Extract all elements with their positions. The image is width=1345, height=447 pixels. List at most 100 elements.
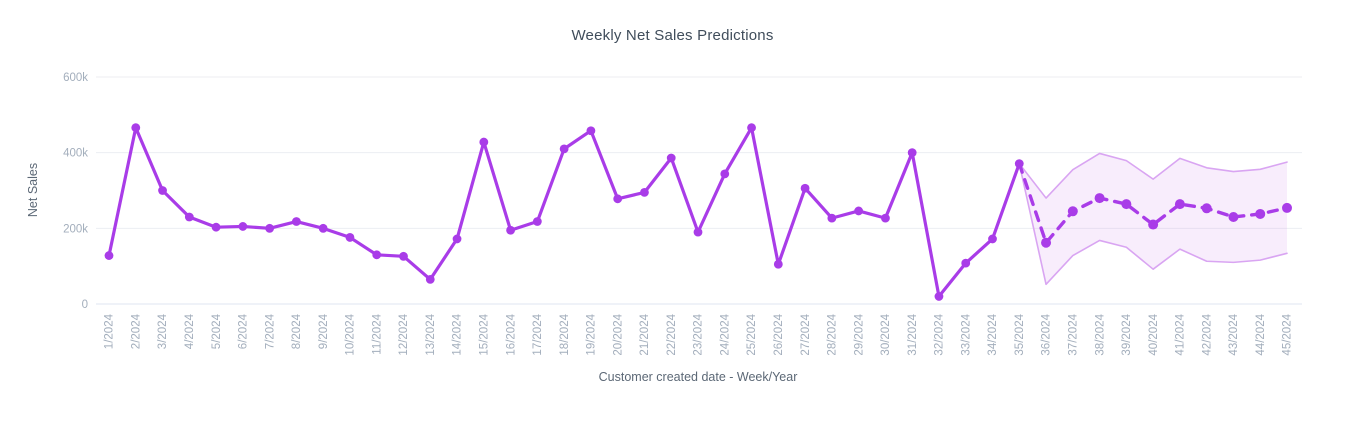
x-tick-label: 38/2024 (1094, 313, 1106, 355)
x-tick-label: 39/2024 (1121, 313, 1133, 355)
predicted-data-point[interactable] (1201, 203, 1212, 214)
prediction-band (1019, 153, 1287, 285)
x-tick-label: 23/2024 (693, 313, 705, 355)
x-tick-label: 1/2024 (104, 313, 116, 349)
y-tick-label: 600k (63, 72, 88, 84)
x-tick-label: 29/2024 (853, 313, 865, 355)
x-tick-label: 3/2024 (157, 313, 169, 349)
x-tick-label: 15/2024 (478, 313, 490, 355)
data-point[interactable] (640, 187, 649, 197)
data-point[interactable] (532, 217, 542, 226)
data-point[interactable] (800, 183, 810, 193)
x-tick-label: 32/2024 (934, 313, 946, 355)
data-point[interactable] (372, 250, 382, 260)
x-tick-label: 22/2024 (666, 313, 678, 355)
data-point[interactable] (345, 233, 355, 242)
predicted-data-point[interactable] (1228, 211, 1239, 222)
data-point[interactable] (238, 222, 248, 231)
x-tick-label: 6/2024 (238, 313, 250, 349)
predicted-data-point[interactable] (1148, 219, 1159, 230)
data-point[interactable] (854, 206, 864, 216)
x-tick-label: 11/2024 (371, 313, 383, 354)
x-tick-label: 24/2024 (719, 313, 731, 355)
x-tick-label: 20/2024 (612, 313, 624, 355)
predicted-series-line (1017, 161, 1289, 245)
y-tick-label: 0 (82, 299, 88, 311)
x-tick-label: 28/2024 (827, 313, 839, 355)
x-tick-label: 9/2024 (318, 313, 330, 349)
x-tick-label: 16/2024 (505, 313, 517, 355)
data-point[interactable] (827, 213, 837, 223)
data-point[interactable] (452, 234, 462, 244)
data-point[interactable] (907, 148, 917, 158)
x-tick-label: 44/2024 (1255, 313, 1267, 355)
y-tick-label: 400k (63, 148, 88, 160)
data-point[interactable] (506, 225, 515, 235)
x-tick-label: 43/2024 (1228, 313, 1240, 355)
x-axis-title: Customer created date - Week/Year (598, 370, 798, 384)
predicted-data-point[interactable] (1282, 202, 1292, 213)
predicted-data-point[interactable] (1174, 199, 1185, 210)
predicted-data-point[interactable] (1041, 237, 1052, 248)
data-point[interactable] (184, 212, 194, 222)
data-point[interactable] (1014, 159, 1024, 169)
x-tick-label: 13/2024 (425, 313, 437, 355)
x-tick-label: 40/2024 (1148, 313, 1160, 355)
x-tick-label: 27/2024 (800, 313, 812, 355)
chart-title: Weekly Net Sales Predictions (571, 27, 774, 44)
x-tick-label: 5/2024 (211, 313, 223, 349)
y-axis-title: Net Sales (26, 163, 40, 217)
x-tick-label: 37/2024 (1067, 313, 1079, 355)
data-point[interactable] (693, 227, 703, 237)
x-tick-label: 45/2024 (1282, 313, 1294, 355)
data-point[interactable] (961, 258, 971, 268)
data-point[interactable] (613, 194, 623, 204)
x-tick-label: 33/2024 (960, 313, 972, 355)
x-tick-label: 19/2024 (586, 313, 598, 355)
predicted-data-point[interactable] (1121, 199, 1132, 210)
x-tick-label: 10/2024 (345, 313, 357, 355)
data-point[interactable] (934, 292, 944, 301)
data-point[interactable] (747, 123, 756, 133)
x-tick-label: 30/2024 (880, 313, 892, 355)
data-point[interactable] (211, 222, 221, 232)
x-tick-label: 34/2024 (987, 313, 999, 355)
data-point[interactable] (720, 169, 730, 179)
data-point[interactable] (158, 186, 167, 195)
data-point[interactable] (265, 223, 275, 233)
x-tick-label: 18/2024 (559, 313, 571, 355)
data-point[interactable] (104, 251, 114, 260)
data-point[interactable] (318, 223, 328, 233)
data-point[interactable] (559, 144, 569, 154)
band-upper-edge (1018, 152, 1288, 199)
data-point[interactable] (292, 217, 301, 226)
y-tick-label: 200k (63, 223, 88, 235)
x-tick-label: 35/2024 (1014, 313, 1026, 355)
x-tick-label: 41/2024 (1175, 313, 1187, 355)
data-point[interactable] (666, 153, 676, 163)
x-tick-label: 7/2024 (264, 313, 276, 349)
band-lower-edge (1018, 162, 1288, 286)
x-tick-label: 25/2024 (746, 313, 758, 355)
data-point[interactable] (479, 137, 489, 147)
data-point[interactable] (988, 234, 997, 244)
x-tick-label: 2/2024 (130, 313, 142, 349)
predicted-data-point[interactable] (1255, 208, 1266, 219)
x-tick-label: 42/2024 (1201, 313, 1213, 355)
data-point[interactable] (881, 213, 890, 223)
predicted-data-point[interactable] (1094, 193, 1105, 204)
data-point[interactable] (131, 123, 141, 133)
data-point[interactable] (425, 275, 435, 284)
predicted-data-point[interactable] (1067, 206, 1078, 217)
data-point[interactable] (773, 259, 783, 269)
data-point[interactable] (399, 251, 408, 261)
x-tick-label: 12/2024 (398, 313, 410, 355)
data-point[interactable] (586, 126, 596, 136)
x-tick-label: 8/2024 (291, 313, 303, 349)
x-tick-label: 14/2024 (452, 313, 464, 355)
x-tick-label: 31/2024 (907, 313, 919, 355)
x-tick-label: 26/2024 (773, 313, 785, 355)
x-tick-label: 21/2024 (639, 313, 651, 355)
